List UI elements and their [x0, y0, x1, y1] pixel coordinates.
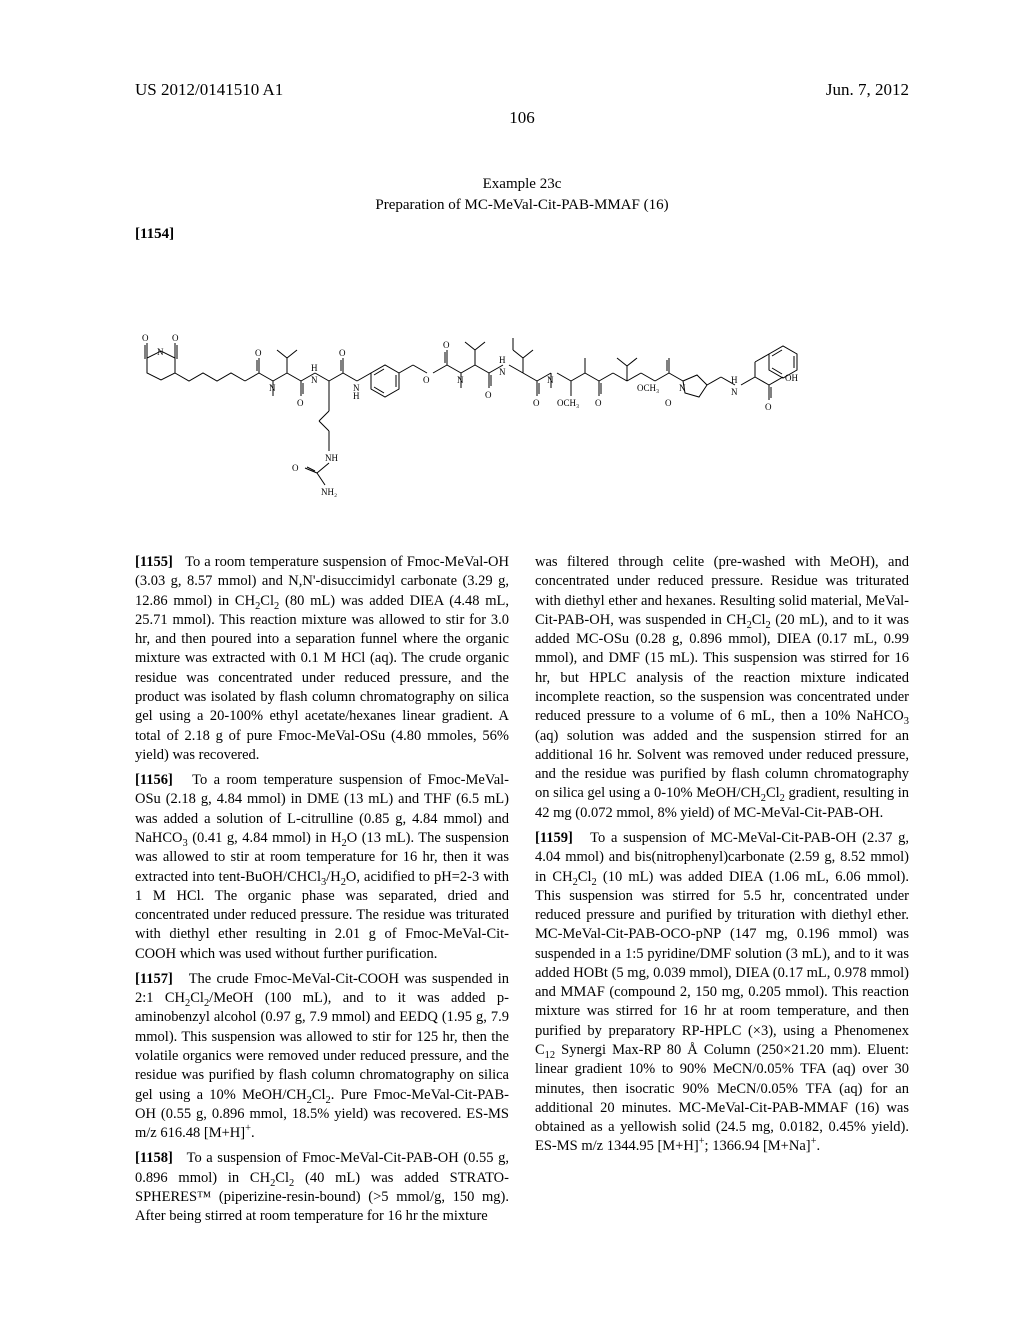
- svg-text:O: O: [765, 402, 772, 412]
- svg-text:O: O: [297, 398, 304, 408]
- para-num-1155: [1155]: [135, 554, 173, 570]
- svg-text:N: N: [157, 347, 164, 357]
- svg-text:O: O: [339, 348, 346, 358]
- para-num-1158: [1158]: [135, 1150, 173, 1166]
- svg-text:OCH₃: OCH₃: [557, 398, 579, 408]
- page-number: 106: [135, 108, 909, 128]
- svg-text:O: O: [423, 375, 430, 385]
- para-text-1156: To a room temperature suspension of Fmoc…: [135, 772, 509, 962]
- paragraph-ref-1154: [1154]: [135, 226, 909, 243]
- svg-text:N: N: [731, 387, 738, 397]
- para-text-1155: To a room temperature suspension of Fmoc…: [135, 554, 509, 763]
- chemical-structure: N O O O N O: [135, 263, 909, 513]
- para-text-1159: To a suspension of MC-MeVal-Cit-PAB-OH (…: [535, 830, 909, 1155]
- svg-text:O: O: [172, 333, 179, 343]
- svg-text:H: H: [499, 355, 506, 365]
- svg-text:O: O: [595, 398, 602, 408]
- svg-text:N: N: [311, 375, 318, 385]
- page-header: US 2012/0141510 A1 Jun. 7, 2012: [135, 80, 909, 100]
- svg-text:NH: NH: [325, 453, 338, 463]
- svg-text:NH₂: NH₂: [321, 487, 337, 497]
- example-label: Example 23c: [135, 176, 909, 193]
- svg-text:OCH₃: OCH₃: [637, 383, 659, 393]
- svg-text:H: H: [311, 363, 318, 373]
- svg-text:OH: OH: [785, 373, 798, 383]
- svg-text:O: O: [255, 348, 262, 358]
- para-text-1158: To a suspension of Fmoc-MeVal-Cit-PAB-OH…: [135, 1150, 509, 1224]
- svg-text:H: H: [731, 375, 738, 385]
- svg-text:O: O: [443, 340, 450, 350]
- svg-text:O: O: [533, 398, 540, 408]
- example-title: Preparation of MC-MeVal-Cit-PAB-MMAF (16…: [135, 197, 909, 214]
- para-num-1157: [1157]: [135, 971, 173, 987]
- svg-text:O: O: [292, 463, 299, 473]
- paragraph-1156: [1156] To a room temperature suspension …: [135, 771, 509, 964]
- paragraph-1157: [1157] The crude Fmoc-MeVal-Cit-COOH was…: [135, 970, 509, 1144]
- svg-text:O: O: [142, 333, 149, 343]
- paragraph-1158: [1158] To a suspension of Fmoc-MeVal-Cit…: [135, 1149, 509, 1226]
- para-num-1159: [1159]: [535, 830, 573, 846]
- para-num-1156: [1156]: [135, 772, 173, 788]
- right-column: was filtered through celite (pre-washed …: [535, 553, 909, 1233]
- svg-text:O: O: [665, 398, 672, 408]
- paragraph-1159: [1159] To a suspension of MC-MeVal-Cit-P…: [535, 829, 909, 1157]
- para-text-1157: The crude Fmoc-MeVal-Cit-COOH was suspen…: [135, 971, 509, 1141]
- publication-date: Jun. 7, 2012: [826, 80, 909, 100]
- para-text-1158b: was filtered through celite (pre-washed …: [535, 554, 909, 821]
- paragraph-1155: [1155] To a room temperature suspension …: [135, 553, 509, 765]
- left-column: [1155] To a room temperature suspension …: [135, 553, 509, 1233]
- svg-text:N: N: [499, 367, 506, 377]
- svg-text:H: H: [353, 391, 360, 401]
- publication-number: US 2012/0141510 A1: [135, 80, 283, 100]
- svg-text:O: O: [485, 390, 492, 400]
- paragraph-1158-cont: was filtered through celite (pre-washed …: [535, 553, 909, 823]
